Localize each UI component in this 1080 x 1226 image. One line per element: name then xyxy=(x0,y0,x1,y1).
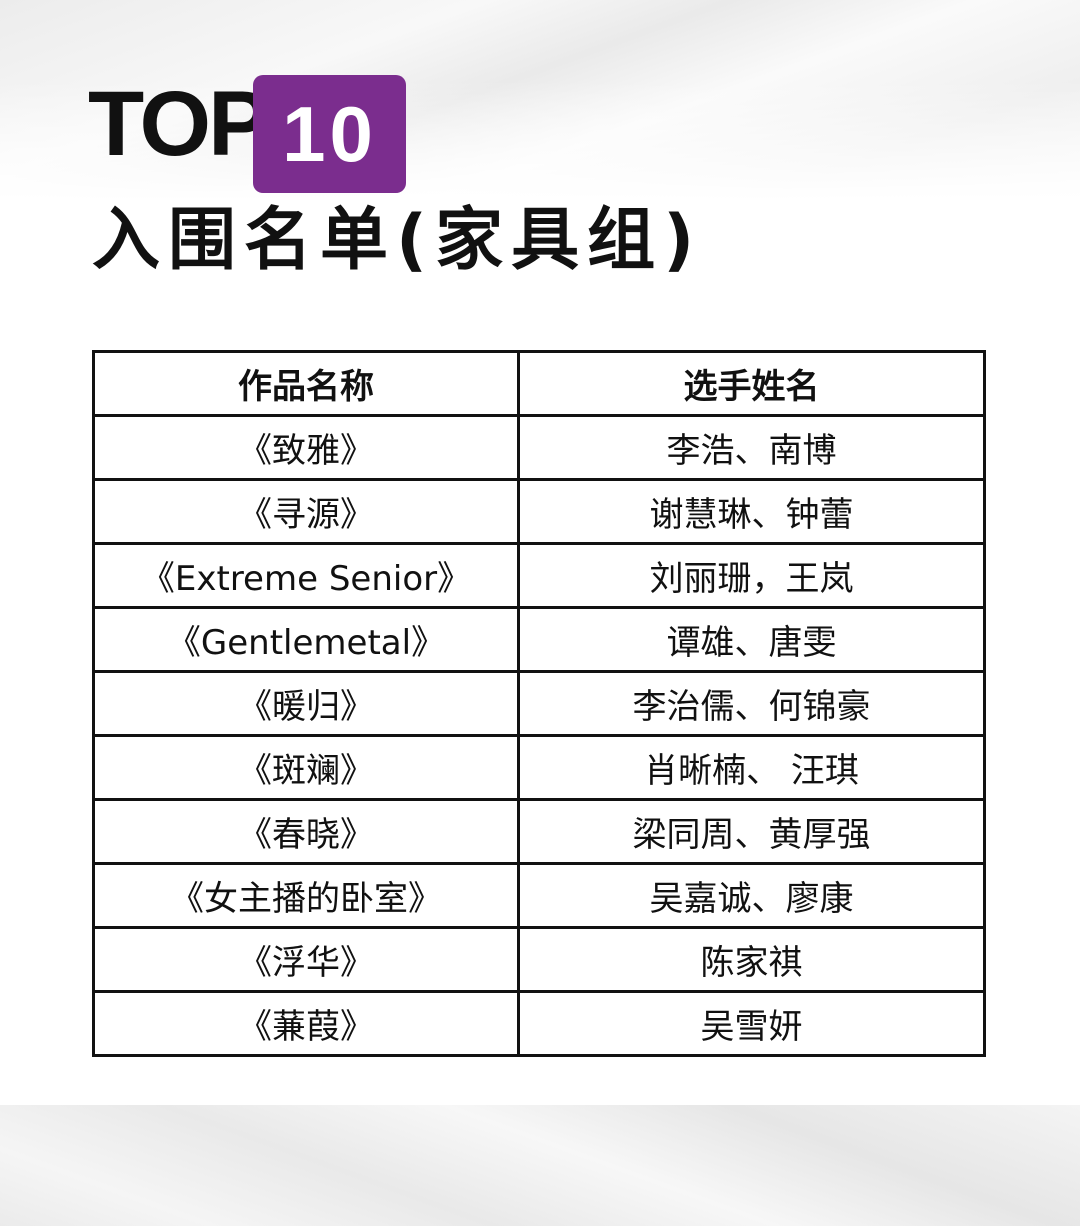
table-row: 《斑斓》 肖晰楠、 汪琪 xyxy=(92,734,986,801)
table-row: 《寻源》 谢慧琳、钟蕾 xyxy=(92,478,986,545)
table-header-row: 作品名称 选手姓名 xyxy=(92,350,986,417)
contestant-name-cell: 李浩、南博 xyxy=(517,414,986,481)
table-row: 《致雅》 李浩、南博 xyxy=(92,414,986,481)
contestant-name-cell: 李治儒、何锦豪 xyxy=(517,670,986,737)
table-row: 《蒹葭》 吴雪妍 xyxy=(92,990,986,1057)
header-work-name: 作品名称 xyxy=(92,350,520,417)
title-badge: 10 xyxy=(253,75,406,193)
background-pattern-top xyxy=(0,0,1080,200)
contestant-name-cell: 肖晰楠、 汪琪 xyxy=(517,734,986,801)
table-row: 《暖归》 李治儒、何锦豪 xyxy=(92,670,986,737)
contestant-name-cell: 谭雄、唐雯 xyxy=(517,606,986,673)
work-name-cell: 《Extreme Senior》 xyxy=(92,542,520,609)
work-name-cell: 《春晓》 xyxy=(92,798,520,865)
table-row: 《春晓》 梁同周、黄厚强 xyxy=(92,798,986,865)
title-top: TOP xyxy=(88,73,269,175)
contestant-name-cell: 吴雪妍 xyxy=(517,990,986,1057)
finalist-table: 作品名称 选手姓名 《致雅》 李浩、南博 《寻源》 谢慧琳、钟蕾 《Extreme Se… xyxy=(92,350,986,1057)
background-pattern-bottom xyxy=(0,1105,1080,1226)
contestant-name-cell: 梁同周、黄厚强 xyxy=(517,798,986,865)
table-row: 《浮华》 陈家祺 xyxy=(92,926,986,993)
work-name-cell: 《寻源》 xyxy=(92,478,520,545)
table-row: 《Extreme Senior》 刘丽珊，王岚 xyxy=(92,542,986,609)
table-row: 《女主播的卧室》 吴嘉诚、廖康 xyxy=(92,862,986,929)
contestant-name-cell: 陈家祺 xyxy=(517,926,986,993)
work-name-cell: 《女主播的卧室》 xyxy=(92,862,520,929)
contestant-name-cell: 刘丽珊，王岚 xyxy=(517,542,986,609)
work-name-cell: 《Gentlemetal》 xyxy=(92,606,520,673)
work-name-cell: 《暖归》 xyxy=(92,670,520,737)
page-subtitle: 入围名单(家具组) xyxy=(92,201,703,280)
work-name-cell: 《浮华》 xyxy=(92,926,520,993)
contestant-name-cell: 吴嘉诚、廖康 xyxy=(517,862,986,929)
header-contestant-name: 选手姓名 xyxy=(517,350,986,417)
contestant-name-cell: 谢慧琳、钟蕾 xyxy=(517,478,986,545)
work-name-cell: 《蒹葭》 xyxy=(92,990,520,1057)
work-name-cell: 《斑斓》 xyxy=(92,734,520,801)
table-row: 《Gentlemetal》 谭雄、唐雯 xyxy=(92,606,986,673)
work-name-cell: 《致雅》 xyxy=(92,414,520,481)
